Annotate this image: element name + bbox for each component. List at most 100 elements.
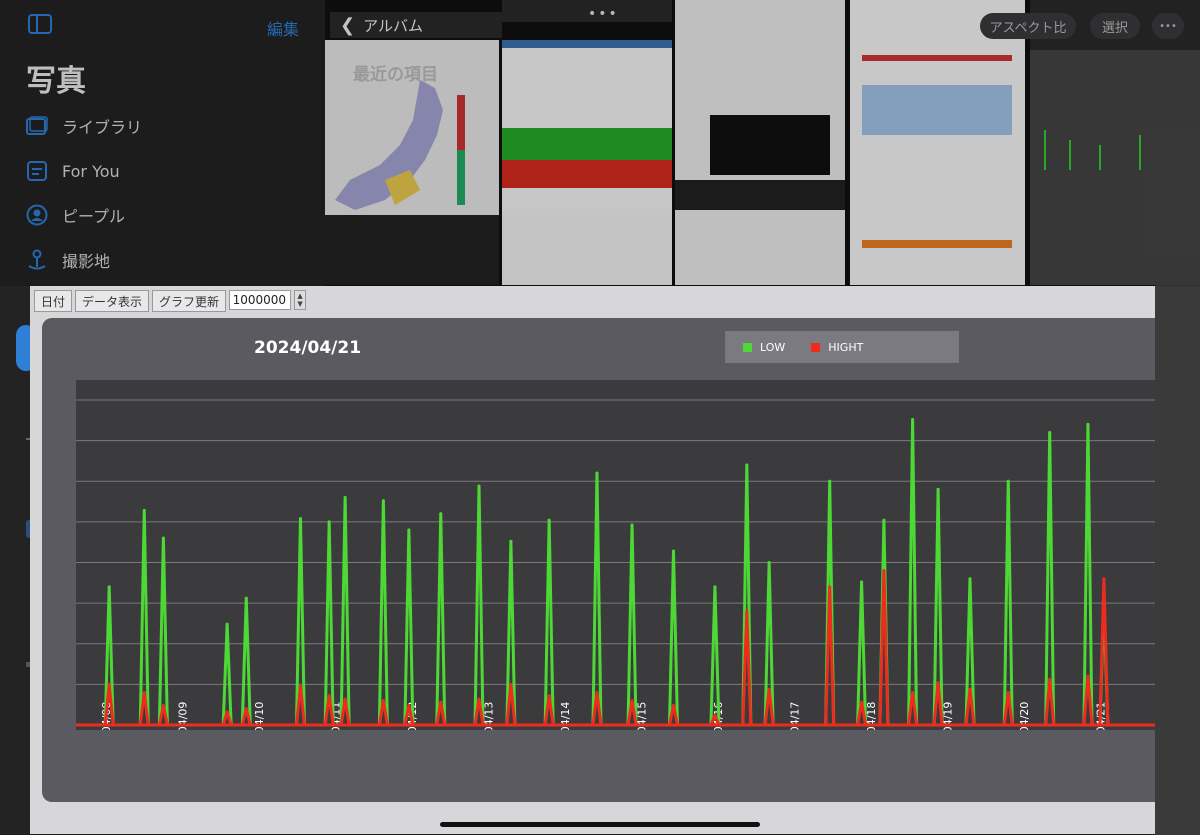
data-point-hight xyxy=(439,700,443,704)
data-point-hight xyxy=(381,699,385,703)
value-input[interactable]: 1000000 xyxy=(229,290,292,310)
select-button[interactable]: 選択 xyxy=(1090,13,1140,39)
chart-panel: 2024/04/21 LOW HIGHT 0250005000075000100… xyxy=(30,318,1155,802)
data-point-hight xyxy=(671,704,675,707)
edit-button[interactable]: 編集 xyxy=(266,20,299,39)
data-point-hight xyxy=(327,694,331,698)
graph-update-button[interactable]: グラフ更新 xyxy=(152,290,227,312)
data-point-hight xyxy=(244,707,248,711)
photo-thumbnail[interactable] xyxy=(502,215,672,285)
more-button[interactable]: ••• xyxy=(1152,13,1184,39)
chart-photo[interactable]: 日付 データ表示 グラフ更新 1000000 ▲ ▼ 2024/04/21 LOW… xyxy=(30,286,1155,834)
data-point-hight xyxy=(968,687,972,691)
data-point-low xyxy=(298,517,302,521)
data-point-low xyxy=(381,499,385,503)
page-title: 写真 xyxy=(26,64,86,99)
data-point-low xyxy=(911,418,915,421)
back-label: アルバム xyxy=(363,16,423,35)
data-point-hight xyxy=(1006,691,1010,694)
sidebar-item-library[interactable]: ライブラリ xyxy=(26,111,142,141)
data-point-low xyxy=(968,577,972,581)
data-point-low xyxy=(860,580,864,584)
photo-thumbnail[interactable] xyxy=(850,0,1025,285)
sidebar-item-label: For You xyxy=(62,161,120,181)
data-point-low xyxy=(327,520,331,524)
data-point-low xyxy=(745,463,749,467)
sidebar-item-label: ライブラリ xyxy=(62,118,143,137)
data-point-hight xyxy=(595,691,599,694)
data-point-low xyxy=(439,512,443,516)
data-display-button[interactable]: データ表示 xyxy=(75,290,150,312)
data-point-low xyxy=(343,496,347,499)
spinner-arrows-icon[interactable]: ▲ ▼ xyxy=(294,290,307,310)
photo-library-icon xyxy=(26,115,48,137)
data-point-low xyxy=(1048,431,1052,434)
chart-title: 2024/04/21 xyxy=(254,338,362,358)
data-point-low xyxy=(161,536,165,540)
chart-legend: LOW HIGHT xyxy=(725,331,959,363)
data-point-low xyxy=(767,561,771,564)
data-point-hight xyxy=(911,691,915,694)
photo-thumbnail[interactable] xyxy=(1155,285,1200,835)
data-point-low xyxy=(244,596,248,600)
data-point-hight xyxy=(142,691,146,694)
photo-thumbnail[interactable]: 最近の項目 xyxy=(325,40,499,215)
data-point-low xyxy=(225,622,229,626)
person-icon xyxy=(26,204,48,226)
aspect-ratio-button[interactable]: アスペクト比 xyxy=(980,13,1076,39)
data-point-hight xyxy=(767,687,771,691)
legend-high-label: HIGHT xyxy=(828,340,864,354)
line-chart: 0250005000075000100000125000150000175000… xyxy=(30,394,1155,765)
data-point-hight xyxy=(107,682,111,686)
data-point-hight xyxy=(161,704,165,707)
photo-thumbnail[interactable] xyxy=(325,215,499,285)
data-point-hight xyxy=(882,569,886,573)
data-point-hight xyxy=(407,704,411,707)
data-point-low xyxy=(936,487,940,491)
legend-high-swatch xyxy=(811,342,821,352)
data-point-low xyxy=(477,484,481,488)
map-pin-icon xyxy=(26,249,48,271)
for-you-icon xyxy=(26,160,48,182)
data-point-hight xyxy=(477,697,481,701)
chart-controls: 日付 データ表示 グラフ更新 1000000 ▲ ▼ xyxy=(34,290,307,312)
data-point-hight xyxy=(828,585,832,589)
data-point-hight xyxy=(343,697,347,701)
grid-title: 最近の項目 xyxy=(353,65,438,85)
data-point-hight xyxy=(936,681,940,685)
legend-low-label: LOW xyxy=(760,340,786,354)
series-line-low xyxy=(103,418,1110,727)
data-point-hight xyxy=(298,684,302,688)
sidebar-item-people[interactable]: ピープル xyxy=(26,200,125,230)
photo-thumbnail[interactable] xyxy=(675,0,845,285)
data-point-hight xyxy=(1102,577,1106,581)
data-point-low xyxy=(713,585,717,589)
sidebar-item-places[interactable]: 撮影地 xyxy=(26,245,110,275)
photo-thumbnail[interactable] xyxy=(502,40,672,215)
data-point-low xyxy=(1086,422,1090,426)
data-point-low xyxy=(142,509,146,512)
multitasking-dots-icon[interactable]: ••• xyxy=(588,6,619,22)
data-point-low xyxy=(828,479,832,483)
sidebar-item-label: ピープル xyxy=(62,207,126,226)
data-point-low xyxy=(671,549,675,553)
data-point-hight xyxy=(860,700,864,704)
sidebar-item-for-you[interactable]: For You xyxy=(26,156,120,186)
data-point-hight xyxy=(713,713,717,717)
data-point-low xyxy=(547,518,551,522)
data-point-low xyxy=(882,518,886,522)
sidebar-toggle-icon[interactable] xyxy=(28,14,52,34)
data-point-low xyxy=(107,585,111,589)
back-to-album-button[interactable]: ❮ アルバム xyxy=(330,12,502,38)
date-button[interactable]: 日付 xyxy=(34,290,73,312)
data-point-low xyxy=(407,528,411,532)
home-indicator xyxy=(440,822,760,827)
data-point-low xyxy=(630,523,634,527)
photo-thumbnail[interactable] xyxy=(1030,0,1200,285)
photo-thumbnail[interactable] xyxy=(502,0,672,22)
data-point-low xyxy=(1006,479,1010,483)
data-point-low xyxy=(509,539,513,543)
data-point-hight xyxy=(1086,674,1090,678)
sidebar-item-label: 撮影地 xyxy=(62,252,111,271)
data-point-hight xyxy=(225,710,229,714)
